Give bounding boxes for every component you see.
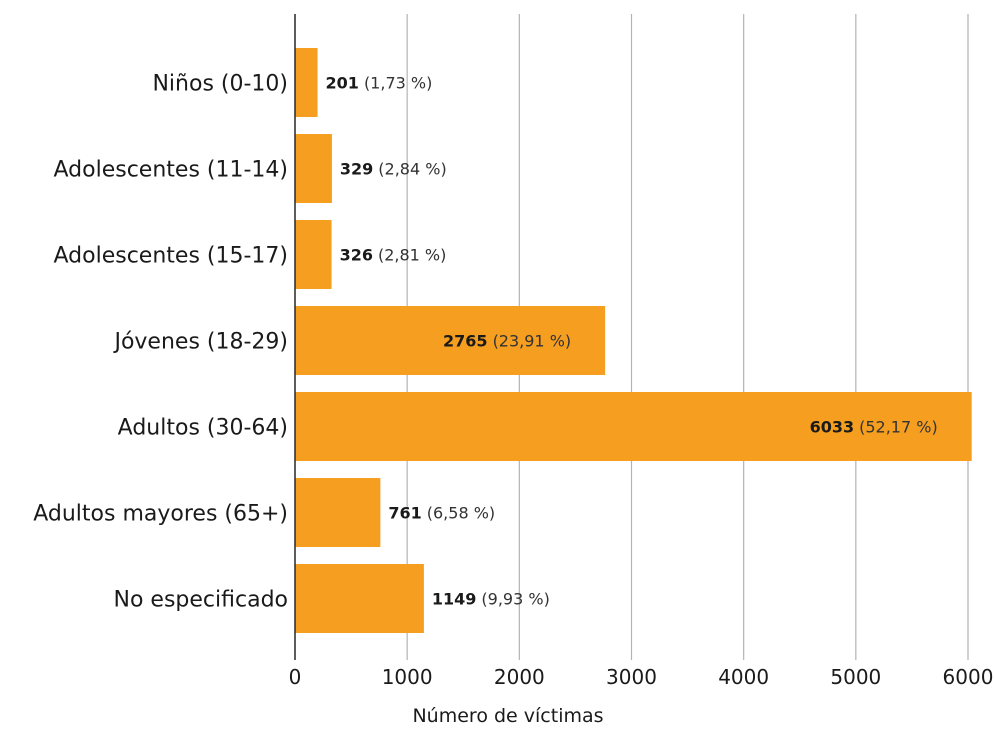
bar xyxy=(295,306,606,375)
data-label: 329 (2,84 %) xyxy=(340,160,447,179)
data-label-value: 329 xyxy=(340,160,373,179)
x-tick-label: 3000 xyxy=(606,665,657,689)
data-label-percent: (52,17 %) xyxy=(859,418,938,437)
category-label: Adolescentes (15-17) xyxy=(54,244,288,269)
bar xyxy=(295,478,381,547)
bar xyxy=(295,564,424,633)
data-label-percent: (23,91 %) xyxy=(493,332,572,351)
data-label: 761 (6,58 %) xyxy=(388,504,495,523)
data-label-value: 2765 xyxy=(443,332,488,351)
data-label: 6033 (52,17 %) xyxy=(810,418,938,437)
category-label: Adultos mayores (65+) xyxy=(33,502,288,527)
bar xyxy=(295,134,332,203)
bars xyxy=(295,48,972,633)
data-label: 201 (1,73 %) xyxy=(326,74,433,93)
data-label-percent: (1,73 %) xyxy=(364,74,432,93)
data-label-percent: (2,84 %) xyxy=(378,160,446,179)
data-label-percent: (9,93 %) xyxy=(481,590,549,609)
category-label: Niños (0-10) xyxy=(152,72,288,97)
x-tick-label: 5000 xyxy=(830,665,881,689)
data-label: 2765 (23,91 %) xyxy=(443,332,571,351)
bar xyxy=(295,220,332,289)
data-label-value: 761 xyxy=(388,504,421,523)
x-axis-title: Número de víctimas xyxy=(412,705,603,727)
category-label: Adolescentes (11-14) xyxy=(54,158,288,183)
data-label-value: 6033 xyxy=(810,418,855,437)
x-tick-label: 2000 xyxy=(494,665,545,689)
category-label: No especificado xyxy=(114,588,288,613)
x-tick-label: 4000 xyxy=(718,665,769,689)
x-gridlines xyxy=(406,14,969,660)
category-label: Jóvenes (18-29) xyxy=(112,330,288,355)
data-label: 1149 (9,93 %) xyxy=(432,590,550,609)
data-label-value: 1149 xyxy=(432,590,477,609)
data-label-value: 201 xyxy=(326,74,359,93)
bar xyxy=(295,392,972,461)
data-label-value: 326 xyxy=(340,246,373,265)
data-label: 326 (2,81 %) xyxy=(340,246,447,265)
category-label: Adultos (30-64) xyxy=(118,416,288,441)
x-tick-label: 1000 xyxy=(382,665,433,689)
data-label-percent: (2,81 %) xyxy=(378,246,446,265)
x-tick-label: 0 xyxy=(289,665,302,689)
x-tick-label: 6000 xyxy=(943,665,994,689)
bar xyxy=(295,48,318,117)
data-label-percent: (6,58 %) xyxy=(427,504,495,523)
